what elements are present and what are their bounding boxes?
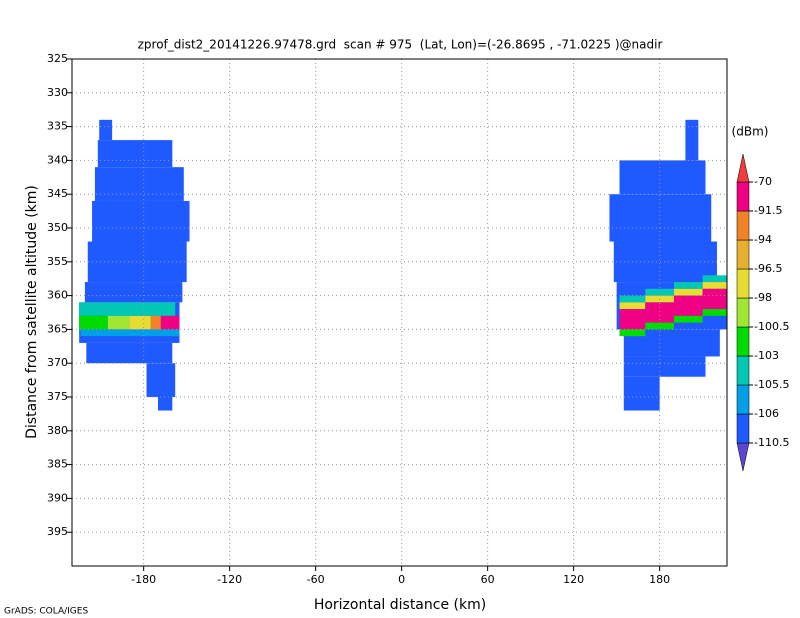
colorbar-label: -106 — [754, 407, 779, 420]
heatmap-cell — [609, 194, 712, 242]
y-tick-label: 395 — [47, 525, 68, 538]
x-tick-label: 120 — [563, 573, 584, 586]
colorbar-label: -98 — [754, 291, 772, 304]
y-tick-label: 350 — [47, 221, 68, 234]
colorbar-label: -110.5 — [754, 436, 789, 449]
x-tick-label: 180 — [649, 573, 670, 586]
colorbar-label: -96.5 — [754, 262, 782, 275]
heatmap-cell — [619, 295, 646, 303]
heatmap-cell — [99, 119, 113, 141]
colorbar-triangle — [736, 153, 750, 183]
heatmap-cell — [673, 315, 703, 323]
heatmap-cell — [673, 282, 703, 289]
colorbar-box — [736, 239, 750, 270]
y-tick-label: 355 — [47, 255, 68, 268]
y-tick-label: 360 — [47, 289, 68, 302]
colorbar-box — [736, 326, 750, 357]
footer: GrADS: COLA/IGES — [4, 607, 88, 617]
y-tick-label: 325 — [47, 52, 68, 65]
heatmap-cell — [685, 119, 699, 161]
y-tick-label: 375 — [47, 390, 68, 403]
heatmap-cell — [79, 302, 176, 316]
colorbar-box — [736, 355, 750, 386]
colorbar-box — [736, 268, 750, 299]
heatmap-cell — [92, 200, 190, 242]
x-tick-label: -120 — [217, 573, 242, 586]
colorbar-box — [736, 181, 750, 212]
colorbar-triangle — [736, 442, 750, 472]
x-axis-label: Horizontal distance (km) — [314, 597, 486, 613]
heatmap-cell — [157, 397, 173, 411]
x-tick-label: 60 — [481, 573, 495, 586]
x-tick-label: -60 — [307, 573, 325, 586]
colorbar-box — [736, 413, 750, 444]
heatmap-cell — [673, 295, 703, 316]
colorbar-label: -100.5 — [754, 320, 789, 333]
heatmap-cell — [702, 309, 727, 316]
colorbar-label: (dBm) — [732, 125, 769, 139]
y-tick-label: 380 — [47, 424, 68, 437]
heatmap-cell — [79, 315, 108, 330]
colorbar-box — [736, 384, 750, 415]
colorbar-box — [736, 297, 750, 328]
heatmap-cell — [160, 315, 180, 330]
heatmap-cell — [80, 329, 180, 337]
plot-frame — [71, 58, 728, 567]
y-tick-label: 365 — [47, 322, 68, 335]
y-tick-label: 385 — [47, 458, 68, 471]
heatmap-cell — [619, 160, 706, 195]
heatmap-cell — [150, 315, 161, 330]
colorbar-label: -105.5 — [754, 378, 789, 391]
heatmap-cell — [702, 288, 727, 310]
y-tick-label: 330 — [47, 86, 68, 99]
y-tick-label: 340 — [47, 153, 68, 166]
heatmap-cell — [623, 356, 706, 377]
heatmap-cell — [623, 376, 660, 411]
colorbar-label: -103 — [754, 349, 779, 362]
heatmap-cell — [146, 363, 176, 397]
y-tick-label: 390 — [47, 491, 68, 504]
heatmap-cell — [702, 282, 727, 289]
colorbar-box — [736, 210, 750, 241]
heatmap-cell — [129, 315, 151, 330]
heatmap-cell — [673, 288, 703, 296]
heatmap-cell — [619, 309, 646, 330]
heatmap-cell — [84, 282, 183, 303]
chart-title: zprof_dist2_20141226.97478.grd scan # 97… — [138, 38, 663, 52]
colorbar-label: -94 — [754, 233, 772, 246]
y-tick-label: 335 — [47, 120, 68, 133]
colorbar-label: -70 — [754, 175, 772, 188]
heatmap-cell — [107, 315, 130, 330]
heatmap-cell — [86, 342, 173, 364]
heatmap-cell — [645, 288, 674, 296]
x-tick-label: -180 — [131, 573, 156, 586]
heatmap-cell — [645, 302, 674, 323]
y-tick-label: 345 — [47, 187, 68, 200]
heatmap-cell — [645, 295, 674, 303]
heatmap-cell — [702, 275, 727, 283]
heatmap-cell — [97, 140, 173, 168]
x-tick-label: 0 — [398, 573, 405, 586]
y-axis-label: Distance from satellite altitude (km) — [24, 185, 40, 439]
colorbar-label: -91.5 — [754, 204, 782, 217]
heatmap-cell — [613, 241, 717, 283]
heatmap-cell — [94, 167, 184, 201]
y-tick-label: 370 — [47, 356, 68, 369]
heatmap-cell — [619, 302, 646, 310]
heatmap-cell — [87, 241, 187, 283]
heatmap-cell — [619, 329, 646, 337]
heatmap-cell — [645, 322, 674, 330]
